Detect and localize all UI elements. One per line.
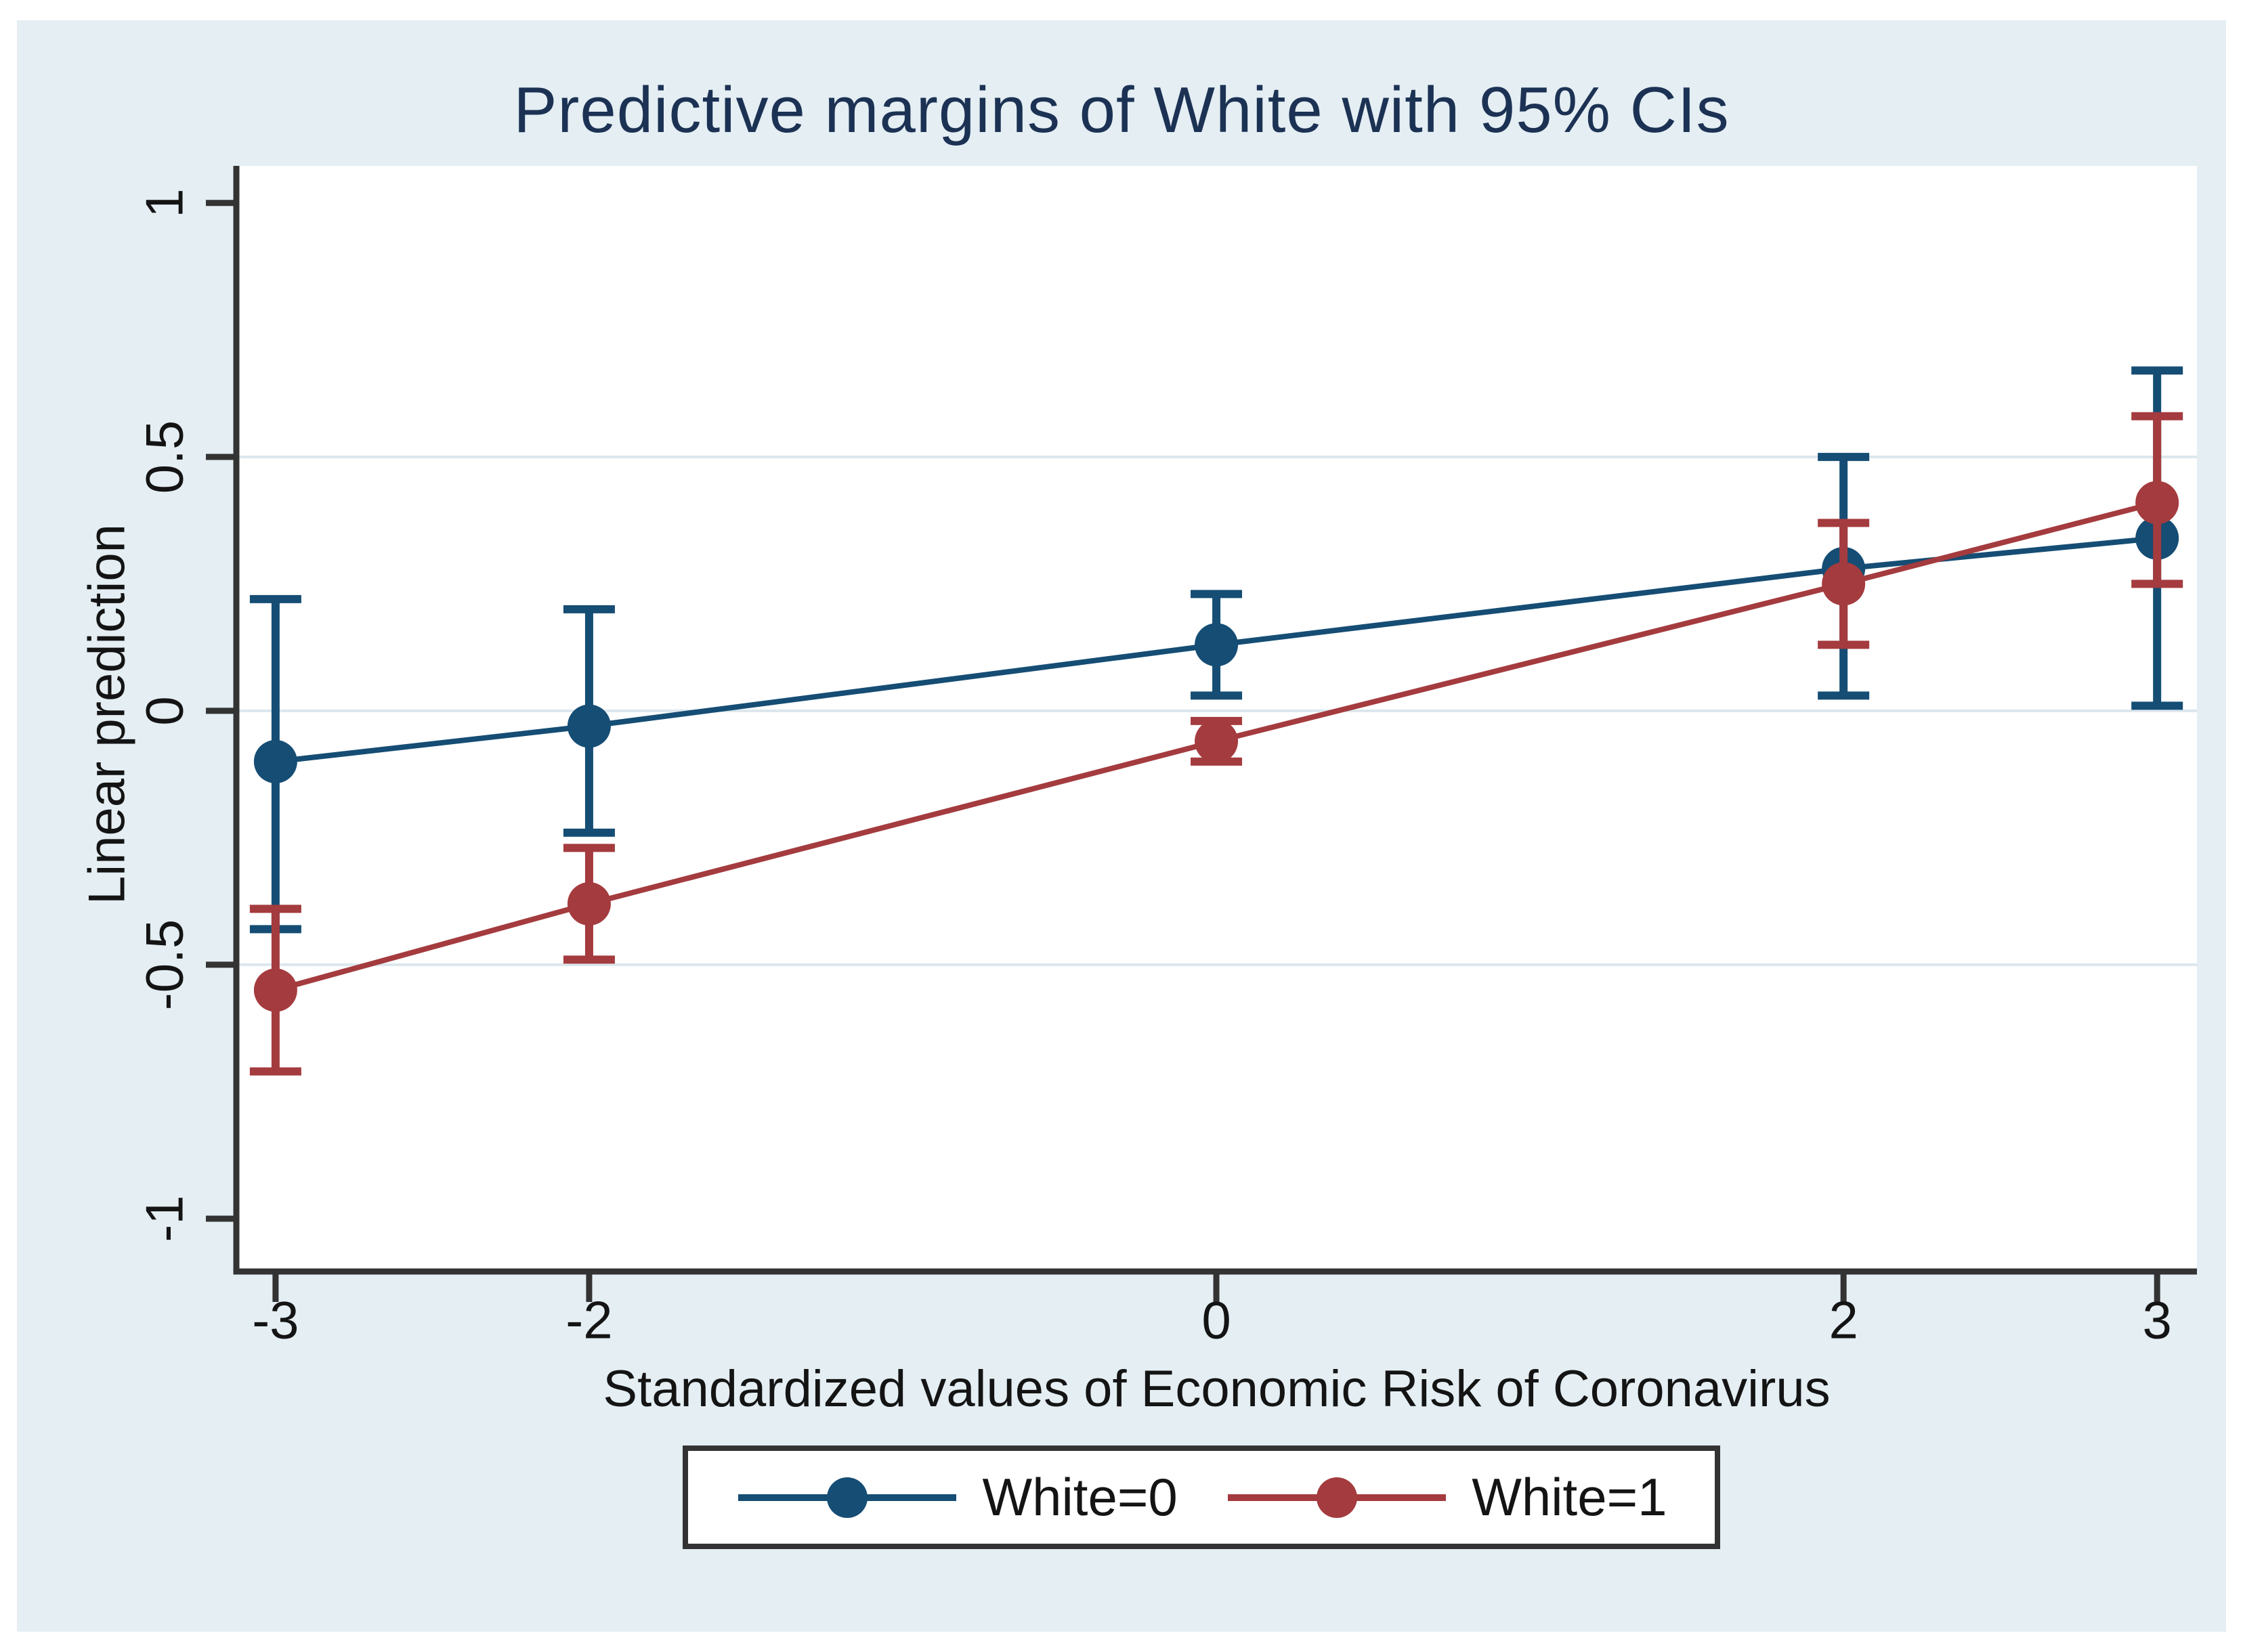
- data-point-marker: [2135, 481, 2179, 525]
- axis-lines: [233, 166, 2197, 1275]
- data-point-marker: [253, 968, 297, 1012]
- legend: White=0 White=1: [683, 1446, 1720, 1549]
- data-point-marker: [1822, 562, 1866, 606]
- legend-entry-white-0: White=0: [735, 1466, 1178, 1528]
- data-point-marker: [1195, 719, 1239, 763]
- data-point-marker: [567, 704, 611, 748]
- y-axis-title: Linear prediction: [78, 524, 136, 905]
- data-point-marker: [567, 882, 611, 926]
- data-point-marker: [1195, 623, 1239, 667]
- legend-line-marker-white-0: [738, 1477, 957, 1518]
- legend-label-white-0: White=0: [982, 1467, 1178, 1527]
- legend-entry-white-1: White=1: [1225, 1466, 1667, 1528]
- chart-title: Predictive margins of White with 95% CIs: [513, 74, 1730, 146]
- legend-line-marker-white-1: [1228, 1477, 1447, 1518]
- x-axis-title: Standardized values of Economic Risk of …: [603, 1360, 1831, 1418]
- legend-label-white-1: White=1: [1472, 1467, 1667, 1527]
- data-point-marker: [253, 739, 297, 783]
